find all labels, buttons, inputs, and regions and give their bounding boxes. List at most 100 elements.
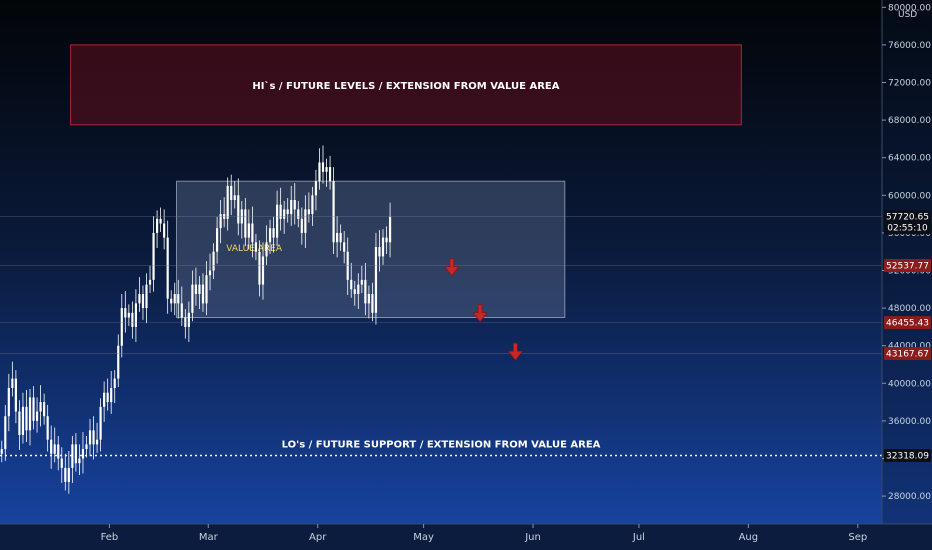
value-area-box[interactable] <box>176 180 566 318</box>
candle-body[interactable] <box>99 406 102 440</box>
candle-body[interactable] <box>388 216 392 243</box>
candle-body[interactable] <box>25 406 28 431</box>
candle-body[interactable] <box>276 204 279 238</box>
candle-body[interactable] <box>357 284 360 294</box>
candle-body[interactable] <box>346 251 349 280</box>
candle-body[interactable] <box>106 392 109 403</box>
candle-body[interactable] <box>170 298 173 304</box>
price-tag-box[interactable] <box>884 210 931 235</box>
candle-body[interactable] <box>117 345 120 379</box>
candle-body[interactable] <box>325 167 328 172</box>
candle-body[interactable] <box>103 392 106 407</box>
candle-body[interactable] <box>131 312 134 327</box>
candle-body[interactable] <box>110 388 113 403</box>
candle-body[interactable] <box>0 449 3 454</box>
candle-body[interactable] <box>18 411 21 436</box>
candle-body[interactable] <box>318 162 321 182</box>
candle-body[interactable] <box>268 228 272 243</box>
candle-body[interactable] <box>191 284 194 313</box>
candle-body[interactable] <box>215 228 219 252</box>
candle-body[interactable] <box>127 312 130 318</box>
candle-body[interactable] <box>311 195 314 215</box>
candle-body[interactable] <box>198 284 201 294</box>
candle-body[interactable] <box>46 416 49 440</box>
candle-body[interactable] <box>378 247 381 257</box>
down-arrow-icon[interactable] <box>472 304 488 323</box>
candle-body[interactable] <box>57 444 60 459</box>
candle-body[interactable] <box>226 185 229 219</box>
candle-body[interactable] <box>74 444 77 464</box>
candle-body[interactable] <box>180 303 183 318</box>
candle-body[interactable] <box>187 312 190 327</box>
price-tag-box[interactable] <box>884 347 931 361</box>
candle-body[interactable] <box>21 406 25 435</box>
candle-body[interactable] <box>194 284 198 294</box>
candle-body[interactable] <box>163 223 166 238</box>
candle-body[interactable] <box>205 275 208 304</box>
candle-body[interactable] <box>230 185 233 200</box>
candle-body[interactable] <box>85 444 88 450</box>
candle-body[interactable] <box>64 467 67 482</box>
candle-body[interactable] <box>120 308 123 346</box>
candle-body[interactable] <box>339 232 342 243</box>
candle-body[interactable] <box>381 237 385 257</box>
candle-body[interactable] <box>32 397 35 421</box>
candle-body[interactable] <box>124 308 127 318</box>
candle-body[interactable] <box>35 411 39 421</box>
candle-body[interactable] <box>173 294 176 304</box>
candle-body[interactable] <box>177 294 180 304</box>
candle-body[interactable] <box>14 378 17 412</box>
candle-body[interactable] <box>152 232 155 280</box>
candle-body[interactable] <box>272 228 275 238</box>
resistance-zone[interactable] <box>70 44 742 126</box>
candle-body[interactable] <box>78 458 81 464</box>
price-tag-box[interactable] <box>884 449 931 463</box>
candle-body[interactable] <box>7 388 10 417</box>
candle-body[interactable] <box>134 303 138 327</box>
candle-body[interactable] <box>50 439 53 454</box>
candle-body[interactable] <box>343 242 346 252</box>
candle-body[interactable] <box>360 279 363 285</box>
candle-body[interactable] <box>159 218 162 224</box>
price-tag-box[interactable] <box>884 316 931 330</box>
candle-body[interactable] <box>328 167 332 182</box>
candle-body[interactable] <box>321 162 325 172</box>
candle-body[interactable] <box>67 467 70 482</box>
candle-body[interactable] <box>145 284 148 309</box>
candle-body[interactable] <box>385 237 388 243</box>
candle-body[interactable] <box>39 402 42 412</box>
candle-body[interactable] <box>353 289 356 294</box>
candle-body[interactable] <box>279 204 282 219</box>
candle-body[interactable] <box>283 209 286 219</box>
candle-body[interactable] <box>286 209 289 215</box>
candle-body[interactable] <box>237 195 240 224</box>
candle-body[interactable] <box>265 242 268 257</box>
candle-body[interactable] <box>60 458 63 468</box>
candle-body[interactable] <box>155 218 159 233</box>
candle-body[interactable] <box>11 378 14 388</box>
candle-body[interactable] <box>88 430 92 445</box>
candle-body[interactable] <box>300 218 303 233</box>
candle-body[interactable] <box>293 200 296 210</box>
candle-body[interactable] <box>364 279 367 304</box>
candle-body[interactable] <box>113 378 116 388</box>
candle-body[interactable] <box>95 439 99 445</box>
candle-body[interactable] <box>304 209 307 233</box>
candle-body[interactable] <box>261 256 265 285</box>
candle-body[interactable] <box>371 294 374 313</box>
candle-body[interactable] <box>254 242 258 252</box>
candle-body[interactable] <box>290 200 293 215</box>
candle-body[interactable] <box>201 284 205 304</box>
candle-body[interactable] <box>258 251 261 285</box>
down-arrow-icon[interactable] <box>444 258 460 277</box>
candle-body[interactable] <box>374 247 378 313</box>
candle-body[interactable] <box>219 214 222 229</box>
candle-body[interactable] <box>138 294 141 304</box>
candle-body[interactable] <box>314 181 318 196</box>
candle-body[interactable] <box>307 209 310 215</box>
candle-body[interactable] <box>148 279 152 285</box>
candle-body[interactable] <box>81 449 85 459</box>
candle-body[interactable] <box>53 444 56 454</box>
time-axis-panel[interactable] <box>0 524 932 550</box>
